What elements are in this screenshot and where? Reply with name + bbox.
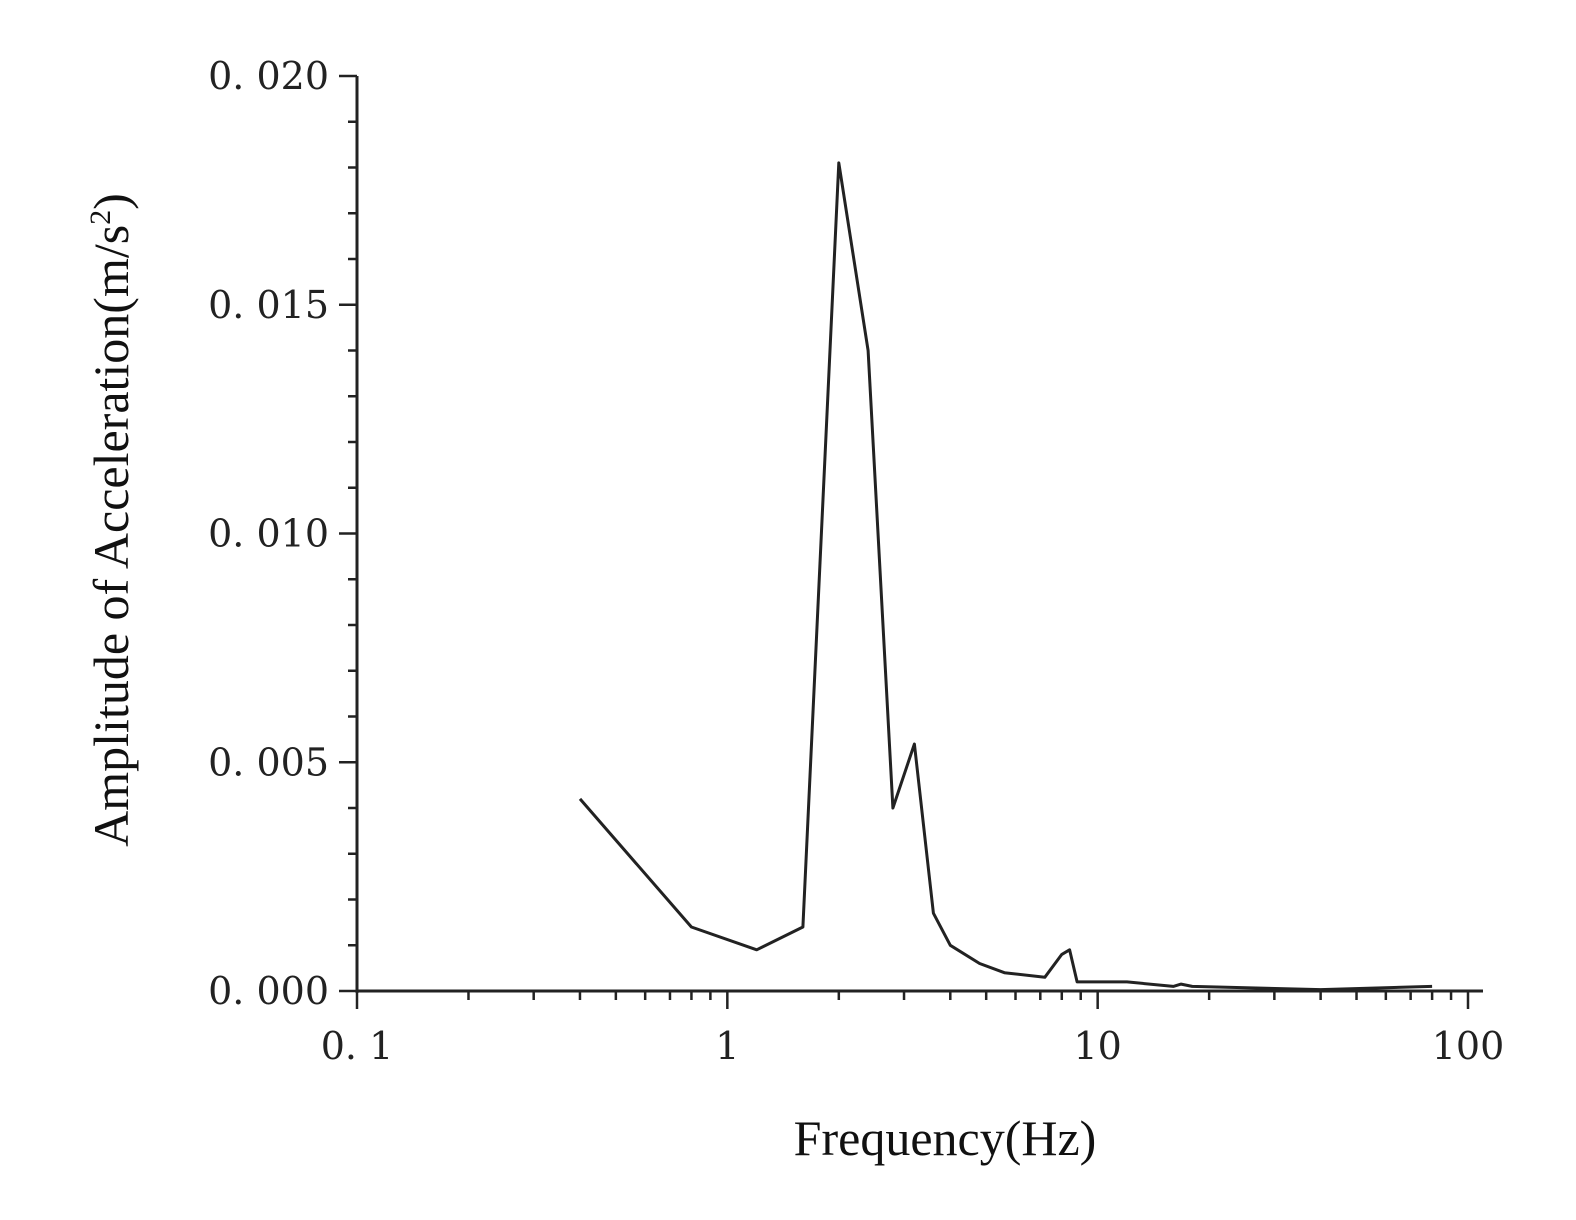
plot-area: 0. 1 1 10 100 0. 000 0. 005 0. 010 0. 015 0. 02…	[208, 54, 1504, 1068]
x-tick-label: 10	[1073, 1024, 1121, 1068]
y-tick-label: 0. 010	[208, 512, 329, 556]
x-major-ticks	[355, 991, 1470, 1009]
x-tick-labels: 0. 1 1 10 100	[321, 1024, 1505, 1068]
x-axis-title: Frequency(Hz)	[794, 1110, 1097, 1166]
y-tick-label: 0. 020	[208, 54, 329, 98]
y-ticks	[339, 74, 357, 993]
y-axis-title-superscript: 2	[84, 210, 117, 225]
y-axis-title-close: )	[83, 193, 139, 210]
x-tick-label: 0. 1	[321, 1024, 394, 1068]
series-line	[578, 161, 1433, 992]
y-tick-label: 0. 000	[208, 969, 329, 1013]
y-tick-label: 0. 005	[208, 740, 329, 784]
y-tick-label: 0. 015	[208, 283, 329, 327]
x-tick-label: 100	[1432, 1024, 1505, 1068]
x-tick-label: 1	[715, 1024, 739, 1068]
y-axis-title-main: Amplitude of Acceleration(m/s	[83, 225, 139, 847]
y-tick-labels: 0. 000 0. 005 0. 010 0. 015 0. 020	[208, 54, 329, 1013]
y-axis-title: Amplitude of Acceleration(m/s2)	[83, 193, 139, 847]
x-minor-ticks	[467, 991, 1453, 1000]
